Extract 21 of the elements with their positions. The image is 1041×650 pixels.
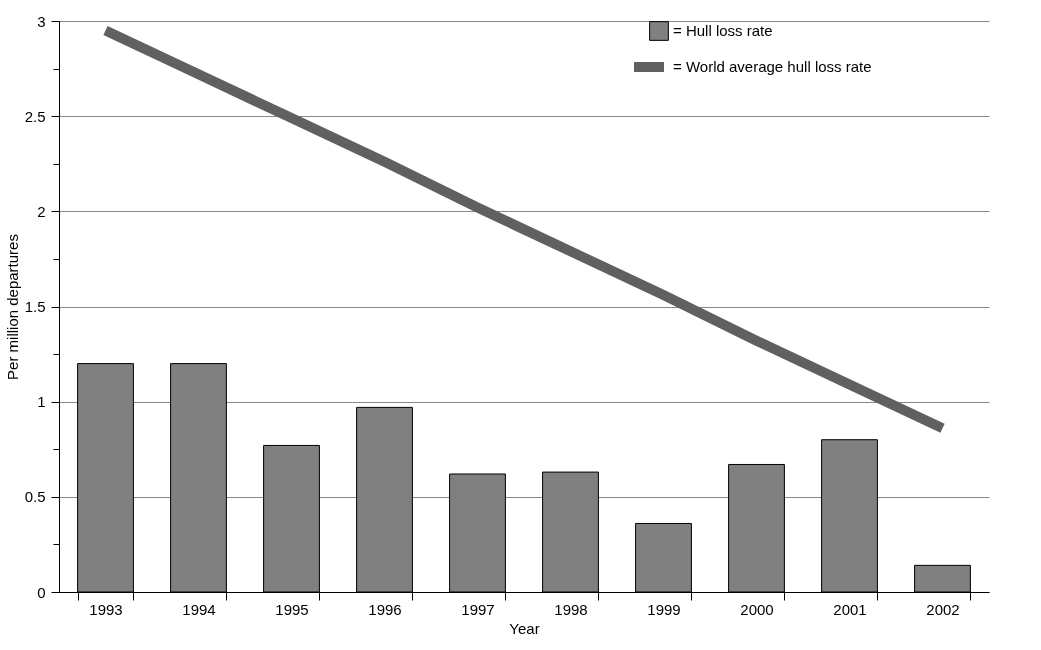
x-tick-label: 1996 [368, 600, 402, 618]
y-tick-label: 0.5 [24, 488, 46, 506]
x-tick-label: 2002 [926, 600, 960, 618]
y-tick-label: 3 [37, 12, 46, 30]
y-tick-label: 2.5 [24, 107, 46, 125]
y-tick-label: 1 [37, 393, 46, 411]
x-tick-label: 1997 [461, 600, 495, 618]
x-tick-label: 1998 [554, 600, 588, 618]
x-tick-label: 1994 [182, 600, 216, 618]
y-tick-label: 2 [37, 202, 46, 220]
x-tick-label: 1999 [647, 600, 681, 618]
x-axis-title: Year [509, 619, 540, 637]
y-tick-label: 1.5 [24, 298, 46, 315]
x-tick-label: 2001 [833, 600, 867, 618]
x-tick-label: 1995 [275, 600, 309, 618]
legend-label: = World average hull loss rate [673, 58, 872, 75]
x-tick-label: 2000 [740, 600, 774, 618]
y-axis-title: Per million departures [3, 234, 21, 380]
legend-label: = Hull loss rate [673, 22, 773, 39]
x-tick-label: 1993 [89, 600, 123, 618]
y-tick-label: 0 [37, 583, 46, 601]
